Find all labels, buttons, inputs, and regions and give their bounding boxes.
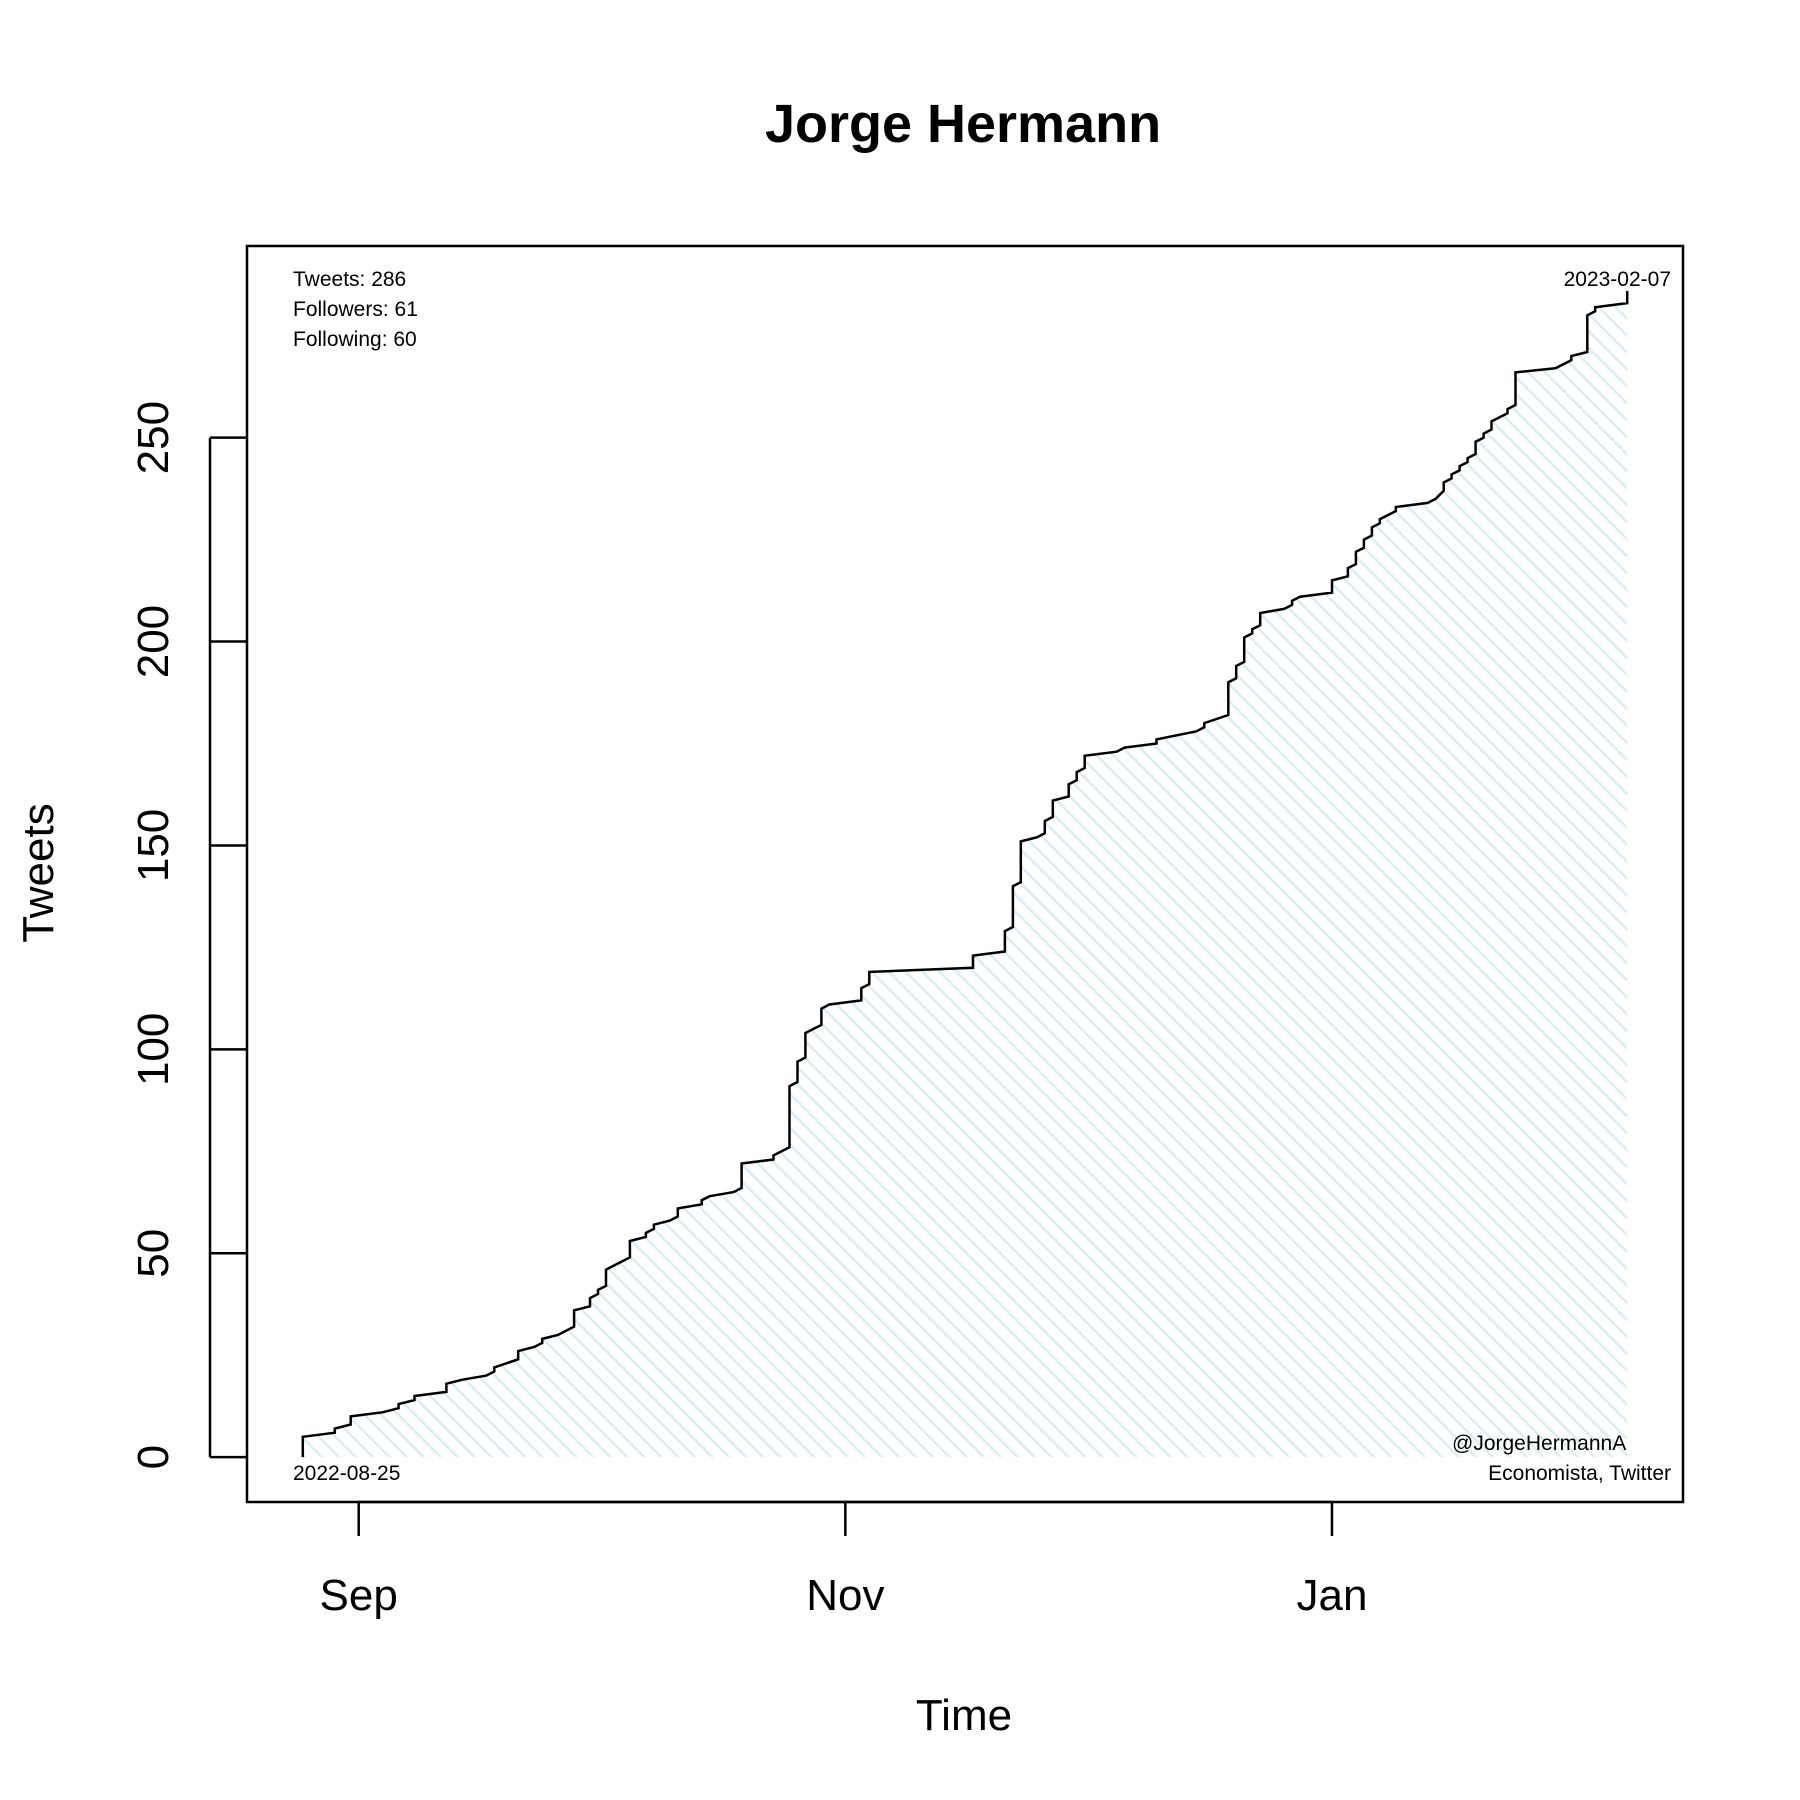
x-axis: Sep Nov Jan [320,1500,1368,1620]
end-date-label: 2023-02-07 [1564,268,1671,291]
y-tick-label: 150 [129,809,178,882]
y-tick-label: 200 [129,605,178,678]
y-tick-label: 250 [129,401,178,474]
tweet-count-line [301,290,1629,1458]
y-tick-label: 0 [129,1445,178,1469]
y-tick-label: 100 [129,1013,178,1086]
plot-area [301,290,1629,1458]
x-tick-label: Jan [1297,1571,1368,1620]
followers-stat: Followers: 61 [293,298,418,321]
start-date-label: 2022-08-25 [293,1462,400,1485]
area-fill [302,290,1628,1458]
x-tick-label: Sep [320,1571,398,1620]
credit-description: Economista, Twitter [1488,1462,1671,1485]
following-stat: Following: 60 [293,328,417,351]
tweets-stat: Tweets: 286 [293,268,406,291]
x-tick-label: Nov [806,1571,884,1620]
y-axis-label: Tweets [14,803,63,942]
chart-title: Jorge Hermann [765,94,1161,154]
y-axis: 0 50 100 150 200 250 [129,401,247,1469]
x-axis-label: Time [916,1691,1012,1740]
y-tick-label: 50 [129,1229,178,1278]
credit-handle: @JorgeHermannA [1452,1432,1626,1455]
